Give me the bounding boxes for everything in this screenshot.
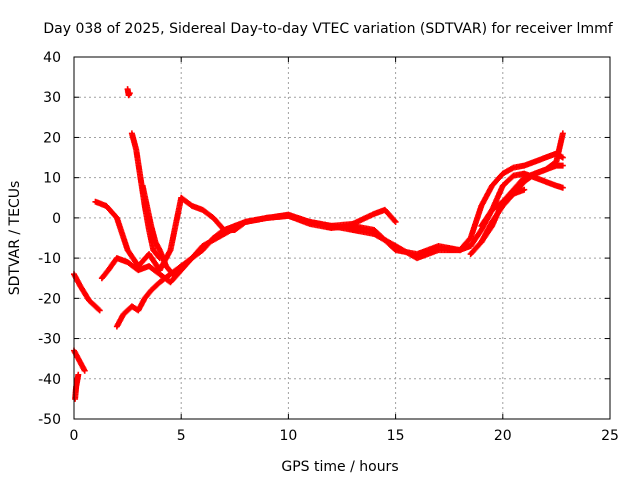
data-point-marker: [96, 307, 103, 314]
y-tick-label: -50: [38, 412, 61, 428]
data-point-marker: [559, 162, 566, 169]
data-point-marker: [75, 371, 82, 378]
y-axis-label: SDTVAR / TECUs: [7, 181, 23, 296]
y-tick-label: 0: [52, 211, 61, 227]
chart-title: Day 038 of 2025, Sidereal Day-to-day VTE…: [43, 21, 613, 37]
data-point-marker: [177, 264, 184, 271]
x-tick-label: 15: [387, 428, 405, 444]
plot-frame: [73, 56, 611, 420]
x-axis-label: GPS time / hours: [281, 459, 398, 475]
y-tick-label: 10: [43, 171, 61, 187]
x-tick-label: 25: [601, 428, 619, 444]
data-points: [71, 86, 566, 402]
x-tick-label: 0: [70, 428, 79, 444]
data-point-marker: [392, 218, 399, 225]
data-point-marker: [81, 367, 88, 374]
y-tick-label: -20: [38, 291, 61, 307]
data-point-marker: [391, 217, 398, 224]
y-tick-label: -40: [38, 372, 61, 388]
y-tick-label: 30: [43, 90, 61, 106]
y-tick-label: -10: [38, 251, 61, 267]
y-tick-label: 20: [43, 130, 61, 146]
data-point-marker: [126, 90, 133, 97]
data-point-marker: [559, 154, 566, 161]
x-tick-label: 10: [279, 428, 297, 444]
data-point-marker: [521, 186, 528, 193]
data-point-marker: [559, 184, 566, 191]
y-tick-label: -30: [38, 332, 61, 348]
data-point-marker: [178, 263, 185, 270]
data-point-marker: [559, 130, 566, 137]
y-tick-label: 40: [43, 50, 61, 66]
x-tick-label: 5: [177, 428, 186, 444]
data-point-marker: [95, 306, 102, 313]
x-tick-label: 20: [494, 428, 512, 444]
grid-lines: [74, 57, 610, 419]
